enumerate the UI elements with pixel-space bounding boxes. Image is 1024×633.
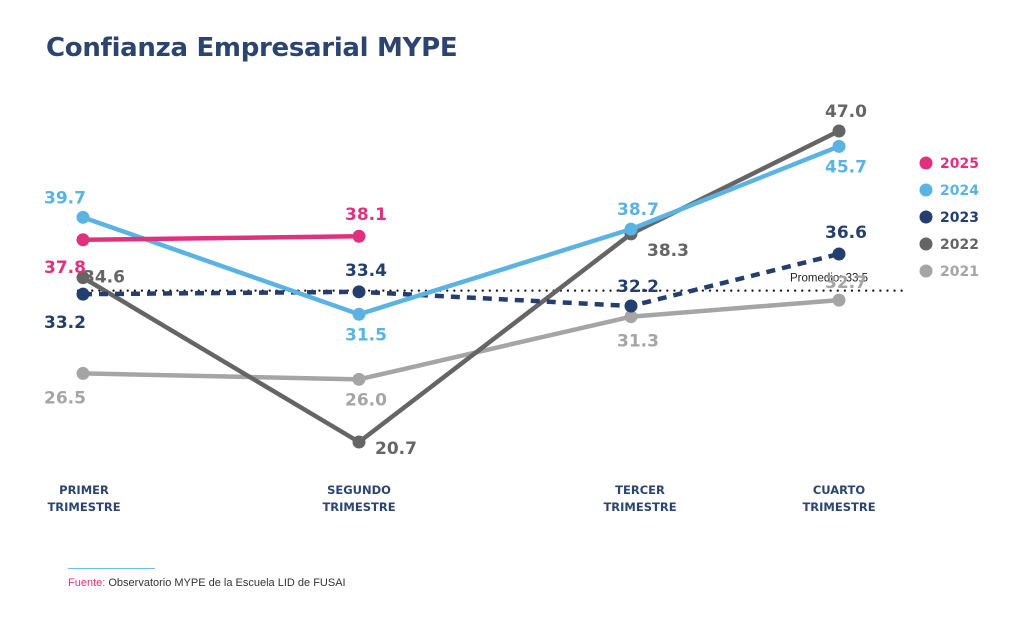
average-reference-label: Promedio: 33.5	[790, 273, 868, 285]
data-point-2024	[352, 307, 366, 321]
data-label-2021: 32.7	[825, 273, 867, 293]
data-point-2023	[352, 285, 366, 299]
data-label-2021: 31.3	[617, 332, 659, 352]
data-point-2021	[832, 293, 846, 307]
data-label-2021: 26.5	[44, 388, 86, 408]
source-label: Fuente:	[68, 577, 106, 589]
data-label-2023: 36.6	[825, 223, 867, 243]
data-label-2024: 31.5	[345, 325, 387, 345]
x-tick-label: TRIMESTRE	[322, 500, 395, 514]
x-tick-label: TRIMESTRE	[603, 500, 676, 514]
legend-marker-2022	[919, 237, 933, 251]
legend-marker-2021	[919, 264, 933, 278]
data-label-2022: 47.0	[825, 102, 867, 122]
x-tick-label: PRIMER	[59, 483, 109, 497]
x-tick-label: TERCER	[615, 483, 665, 497]
data-label-2024: 38.7	[617, 200, 659, 220]
data-label-2022: 38.3	[647, 241, 689, 261]
legend-marker-2024	[919, 183, 933, 197]
data-point-2021	[352, 372, 366, 386]
x-tick-label: TRIMESTRE	[802, 500, 875, 514]
data-label-2023: 32.2	[617, 277, 659, 297]
data-label-2023: 33.4	[345, 261, 387, 281]
data-label-2024: 45.7	[825, 157, 867, 177]
footer-divider	[68, 568, 155, 569]
data-point-2022	[352, 435, 366, 449]
legend-label-2024: 2024	[940, 183, 979, 199]
source-note: Fuente: Observatorio MYPE de la Escuela …	[68, 577, 346, 589]
data-point-2024	[624, 222, 638, 236]
data-label-2025: 37.8	[44, 258, 86, 278]
data-point-2023	[76, 287, 90, 301]
data-point-2022	[76, 271, 90, 285]
legend-marker-2023	[919, 210, 933, 224]
series-line-2023	[82, 251, 840, 309]
series-line-2021	[82, 297, 840, 382]
x-tick-label: CUARTO	[813, 483, 866, 497]
data-point-2022	[832, 124, 846, 138]
x-tick-label: TRIMESTRE	[47, 500, 120, 514]
data-label-2024: 39.7	[44, 188, 86, 208]
data-point-2024	[832, 139, 846, 153]
data-label-2022: 20.7	[375, 439, 417, 459]
x-tick-label: SEGUNDO	[327, 483, 391, 497]
data-point-2021	[76, 366, 90, 380]
data-point-2025	[76, 233, 90, 247]
data-point-2024	[76, 210, 90, 224]
chart-title: Confianza Empresarial MYPE	[46, 33, 458, 63]
legend-label-2025: 2025	[940, 156, 979, 172]
data-label-2023: 33.2	[44, 313, 86, 333]
series-line-2025	[82, 233, 360, 243]
legend-marker-2025	[919, 156, 933, 170]
series-line-2024	[82, 144, 840, 317]
data-label-2022: 34.6	[83, 268, 125, 288]
data-point-2023	[624, 299, 638, 313]
source-text: Observatorio MYPE de la Escuela LID de F…	[105, 577, 346, 589]
data-label-2021: 26.0	[345, 390, 387, 410]
legend-label-2021: 2021	[940, 264, 979, 280]
legend-label-2023: 2023	[940, 210, 979, 226]
data-point-2025	[352, 229, 366, 243]
data-label-2025: 38.1	[345, 205, 387, 225]
data-point-2023	[832, 247, 846, 261]
legend-label-2022: 2022	[940, 237, 979, 253]
series-line-2022	[81, 128, 840, 445]
data-point-2021	[624, 310, 638, 324]
